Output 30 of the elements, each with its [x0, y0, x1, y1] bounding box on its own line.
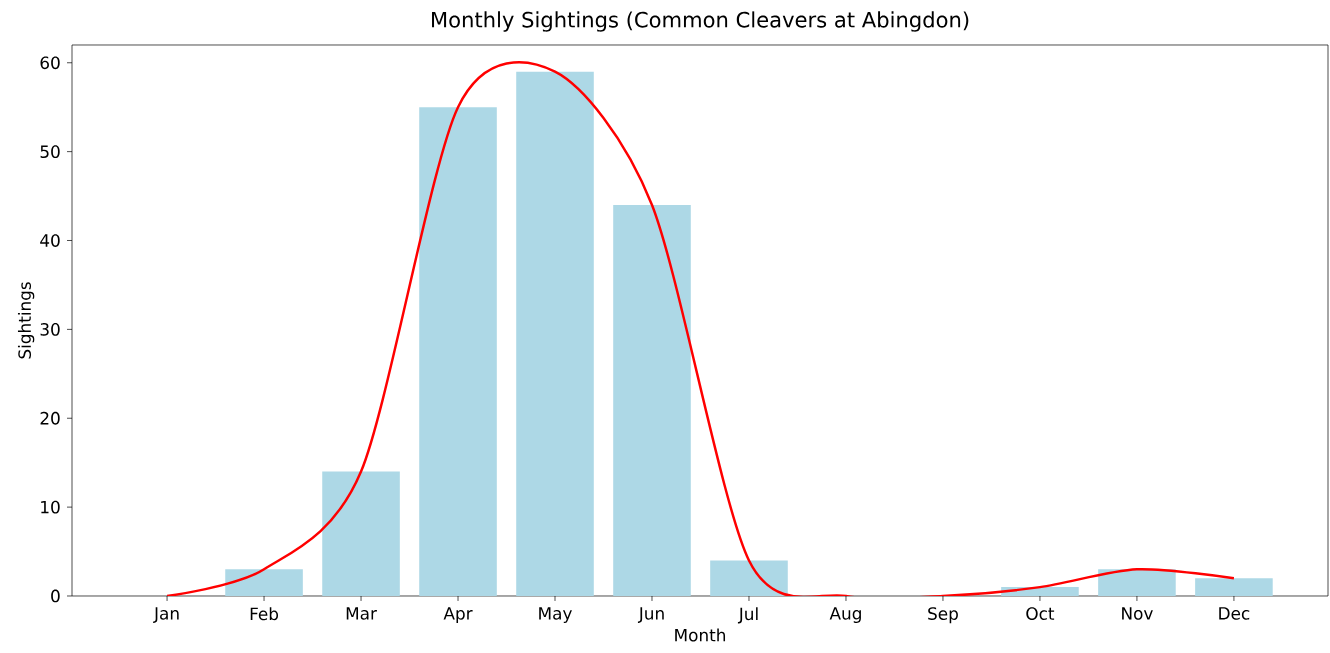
- y-tick-label: 0: [51, 589, 60, 603]
- bar: [710, 560, 788, 596]
- x-tick-label: Oct: [1026, 607, 1055, 620]
- x-tick-label: Apr: [443, 607, 473, 623]
- x-tick-label: Jan: [153, 607, 179, 623]
- x-tick-label: Sep: [928, 607, 958, 624]
- y-tick-label: 30: [40, 323, 60, 336]
- bar: [1098, 569, 1176, 596]
- bar: [322, 471, 400, 596]
- x-tick-label: Mar: [346, 607, 377, 620]
- bar: [419, 107, 497, 596]
- bar: [613, 204, 691, 596]
- y-tick-label: 40: [40, 234, 60, 247]
- x-tick-label: Jun: [637, 607, 664, 623]
- y-axis-title: Sightings: [17, 282, 35, 359]
- bar: [1195, 578, 1273, 596]
- y-tick-label: 60: [40, 56, 60, 70]
- x-tick-label: Jul: [737, 607, 758, 624]
- y-tick-label: 10: [41, 500, 60, 514]
- bar: [516, 71, 594, 596]
- x-tick-label: Dec: [1219, 607, 1250, 620]
- x-tick-label: Feb: [250, 607, 279, 621]
- x-axis-title: Month: [675, 628, 726, 642]
- x-tick-label: May: [539, 607, 572, 623]
- y-tick-label: 20: [40, 411, 60, 425]
- y-tick-label: 50: [40, 145, 60, 159]
- x-tick-label: Nov: [1122, 607, 1153, 620]
- chart-title: Monthly Sightings (Common Cleavers at Abingdon): [432, 11, 969, 32]
- bar: [225, 569, 303, 596]
- x-tick-label: Aug: [829, 607, 861, 623]
